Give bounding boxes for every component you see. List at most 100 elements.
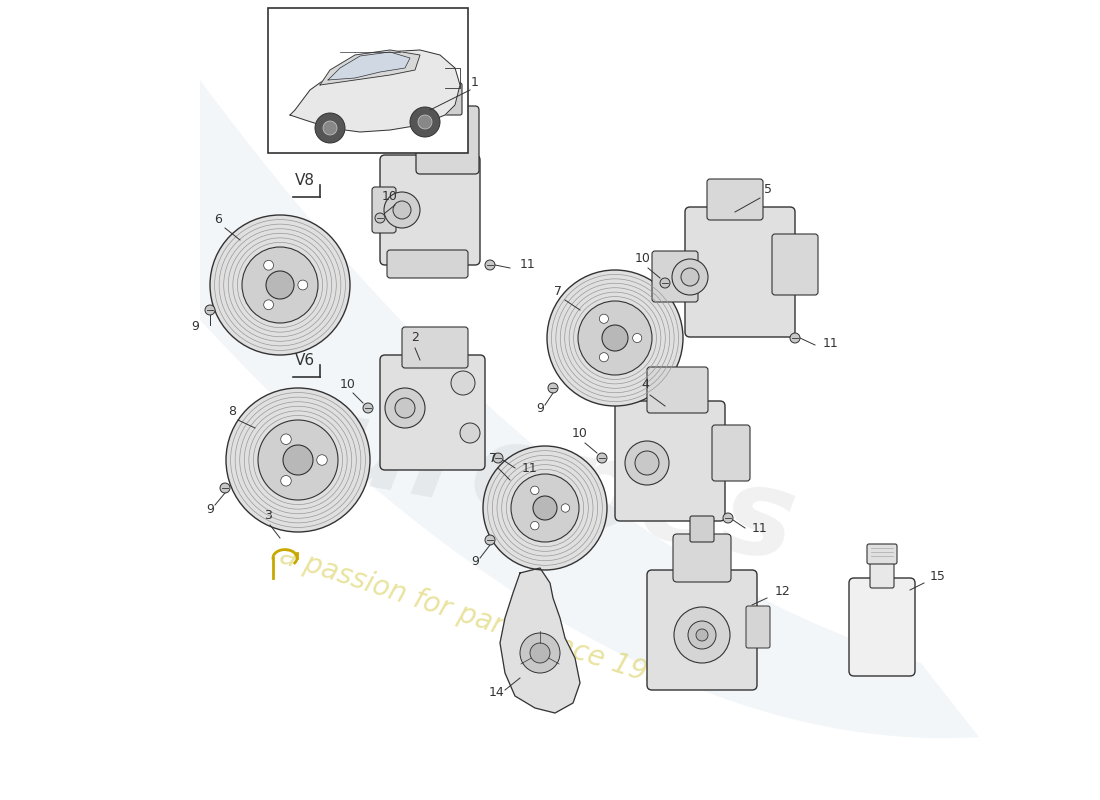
Circle shape: [258, 420, 338, 500]
Circle shape: [385, 388, 425, 428]
FancyBboxPatch shape: [438, 83, 462, 115]
Circle shape: [600, 353, 608, 362]
FancyBboxPatch shape: [849, 578, 915, 676]
Text: europes: europes: [235, 374, 804, 586]
Circle shape: [635, 451, 659, 475]
Text: 8: 8: [228, 405, 236, 418]
Circle shape: [681, 268, 698, 286]
PathPatch shape: [200, 80, 979, 738]
Circle shape: [317, 454, 328, 466]
Polygon shape: [320, 50, 420, 85]
Text: 6: 6: [214, 213, 222, 226]
Circle shape: [242, 247, 318, 323]
Circle shape: [696, 629, 708, 641]
Circle shape: [512, 474, 579, 542]
Circle shape: [460, 423, 480, 443]
Circle shape: [485, 535, 495, 545]
Text: 10: 10: [340, 378, 356, 391]
Polygon shape: [500, 568, 580, 713]
Circle shape: [530, 486, 539, 494]
Circle shape: [485, 260, 495, 270]
FancyBboxPatch shape: [372, 187, 396, 233]
Circle shape: [597, 453, 607, 463]
FancyBboxPatch shape: [685, 207, 795, 337]
Circle shape: [632, 334, 641, 342]
Circle shape: [375, 213, 385, 223]
Circle shape: [210, 215, 350, 355]
FancyBboxPatch shape: [746, 606, 770, 648]
Circle shape: [280, 475, 292, 486]
Circle shape: [723, 513, 733, 523]
FancyBboxPatch shape: [379, 155, 480, 265]
FancyBboxPatch shape: [673, 534, 732, 582]
FancyBboxPatch shape: [652, 251, 698, 302]
Text: 9: 9: [206, 503, 213, 516]
Circle shape: [220, 483, 230, 493]
Text: 9: 9: [536, 402, 543, 415]
Circle shape: [280, 434, 292, 445]
Circle shape: [226, 388, 370, 532]
Circle shape: [625, 441, 669, 485]
Text: 11: 11: [752, 522, 768, 535]
FancyBboxPatch shape: [387, 250, 468, 278]
Circle shape: [688, 621, 716, 649]
Text: 10: 10: [382, 190, 398, 203]
FancyBboxPatch shape: [379, 355, 485, 470]
Circle shape: [578, 301, 652, 375]
FancyBboxPatch shape: [690, 516, 714, 542]
FancyBboxPatch shape: [870, 558, 894, 588]
Circle shape: [530, 643, 550, 663]
Circle shape: [323, 121, 337, 135]
Text: 7: 7: [490, 452, 497, 465]
Circle shape: [548, 383, 558, 393]
Circle shape: [547, 270, 683, 406]
Text: V8: V8: [295, 173, 315, 188]
Circle shape: [451, 371, 475, 395]
Circle shape: [602, 325, 628, 351]
FancyBboxPatch shape: [647, 367, 708, 413]
Circle shape: [483, 446, 607, 570]
Text: 2: 2: [411, 331, 419, 344]
Polygon shape: [290, 50, 460, 132]
Circle shape: [384, 192, 420, 228]
Circle shape: [395, 398, 415, 418]
Text: 12: 12: [776, 585, 791, 598]
Circle shape: [530, 522, 539, 530]
FancyBboxPatch shape: [867, 544, 896, 564]
Text: 10: 10: [572, 427, 587, 440]
Text: 11: 11: [520, 258, 536, 271]
FancyBboxPatch shape: [615, 401, 725, 521]
FancyBboxPatch shape: [772, 234, 818, 295]
Circle shape: [363, 403, 373, 413]
Text: 9: 9: [471, 555, 478, 568]
FancyBboxPatch shape: [712, 425, 750, 481]
Circle shape: [315, 113, 345, 143]
Circle shape: [410, 107, 440, 137]
Circle shape: [264, 260, 274, 270]
Text: 15: 15: [930, 570, 946, 583]
Text: 11: 11: [823, 337, 838, 350]
Text: 3: 3: [264, 509, 272, 522]
Circle shape: [266, 271, 294, 299]
Text: 4: 4: [641, 378, 649, 391]
Circle shape: [561, 504, 570, 512]
Bar: [268, 8, 468, 153]
Text: 5: 5: [764, 183, 772, 196]
Circle shape: [493, 453, 503, 463]
FancyBboxPatch shape: [647, 570, 757, 690]
Circle shape: [520, 633, 560, 673]
Circle shape: [790, 333, 800, 343]
Circle shape: [298, 280, 308, 290]
Circle shape: [205, 305, 214, 315]
Text: 1: 1: [471, 76, 478, 89]
Text: a passion for parts since 1985: a passion for parts since 1985: [276, 542, 684, 698]
Text: 9: 9: [191, 320, 199, 333]
Circle shape: [418, 115, 432, 129]
Text: 10: 10: [635, 252, 651, 265]
Circle shape: [674, 607, 730, 663]
Circle shape: [600, 314, 608, 323]
Circle shape: [264, 300, 274, 310]
Circle shape: [672, 259, 708, 295]
FancyBboxPatch shape: [416, 106, 478, 174]
FancyBboxPatch shape: [707, 179, 763, 220]
